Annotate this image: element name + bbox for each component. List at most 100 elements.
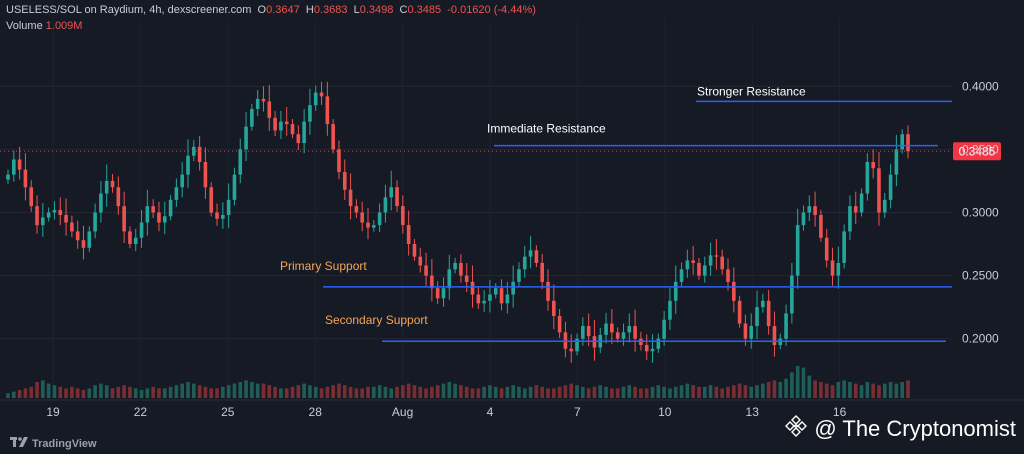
volume-bar	[250, 382, 254, 398]
volume-label: Volume	[6, 20, 43, 32]
candle-body	[296, 134, 301, 144]
volume-bar	[197, 385, 202, 398]
volume-bar	[377, 385, 382, 398]
volume-bar	[308, 385, 312, 398]
candle-body	[104, 180, 109, 194]
candle-body	[668, 300, 672, 320]
candle-body	[470, 281, 475, 295]
volume-bar	[859, 385, 864, 398]
tradingview-logo-icon	[10, 437, 28, 450]
candle-body	[673, 281, 678, 301]
candle-body	[615, 332, 620, 339]
candle-body	[383, 197, 388, 213]
candle-body	[180, 174, 184, 188]
volume-bar	[865, 382, 870, 398]
volume-bar	[325, 386, 330, 398]
candle-body	[192, 146, 196, 156]
volume-bar	[470, 388, 475, 398]
volume-bar	[528, 386, 533, 398]
x-tick-label: 22	[134, 405, 148, 419]
volume-bar	[464, 386, 469, 398]
volume-bar	[221, 386, 225, 398]
candle-body	[644, 344, 649, 352]
candle-body	[610, 323, 614, 333]
candle-body	[250, 108, 254, 127]
candle-body	[203, 161, 208, 188]
candle-body	[70, 222, 74, 232]
volume-bar	[279, 388, 283, 398]
volume-bar	[737, 383, 742, 398]
candle-body	[743, 323, 748, 339]
volume-bar	[522, 388, 527, 398]
volume-bar	[354, 388, 359, 398]
candle-body	[604, 323, 608, 335]
volume-bar	[151, 386, 155, 398]
volume-bar	[267, 385, 272, 398]
candle-body	[35, 206, 39, 226]
volume-bar	[366, 386, 370, 398]
volume-bar	[360, 388, 364, 398]
candle-body	[99, 193, 103, 213]
x-tick-label: 19	[46, 405, 60, 419]
candle-body	[528, 250, 533, 257]
candle-body	[389, 187, 394, 198]
volume-bar	[836, 382, 841, 398]
volume-bar	[795, 366, 800, 398]
candle-body	[319, 92, 324, 97]
volume-bar	[552, 388, 556, 398]
candle-body	[522, 256, 527, 270]
volume-bar	[720, 388, 724, 398]
volume-bar	[255, 383, 260, 398]
volume-bar	[17, 390, 22, 398]
candle-body	[29, 187, 34, 207]
candle-body	[441, 288, 446, 299]
candle-body	[621, 332, 626, 339]
volume-bar	[70, 386, 74, 398]
volume-bar	[23, 388, 28, 398]
candle-body	[337, 149, 341, 173]
volume-bar	[824, 383, 829, 398]
volume-bar	[714, 386, 719, 398]
candle-body	[824, 237, 829, 261]
candle-body	[226, 199, 231, 215]
volume-bar	[790, 372, 794, 398]
volume-bar	[186, 382, 190, 398]
volume-bar	[563, 385, 568, 398]
candle-body	[772, 326, 777, 345]
candles	[6, 81, 910, 363]
candle-body	[726, 269, 730, 282]
volume-bar	[180, 383, 184, 398]
volume-bar	[679, 385, 684, 398]
volume-bar	[505, 386, 510, 398]
volume-bar	[772, 380, 777, 398]
candle-body	[116, 187, 121, 207]
level-label: Secondary Support	[325, 313, 428, 327]
volume-bar	[348, 386, 353, 398]
volume-bar	[41, 380, 45, 398]
volume-bar	[488, 385, 492, 398]
volume-bar	[848, 382, 852, 398]
volume-bar	[87, 388, 92, 398]
candle-body	[46, 212, 51, 218]
volume-bar	[830, 385, 835, 398]
candle-body	[58, 209, 63, 215]
volume-bar	[273, 386, 277, 398]
candle-body	[697, 262, 701, 276]
candle-body	[342, 172, 347, 190]
volume-bar	[372, 386, 376, 398]
volume-bar	[906, 380, 910, 398]
volume-bar	[557, 386, 562, 398]
candle-body	[52, 209, 57, 213]
candle-body	[749, 326, 754, 339]
candle-body	[447, 269, 452, 289]
high-label: H	[305, 4, 314, 16]
volume-bar	[81, 390, 86, 398]
candle-body	[784, 313, 788, 339]
candle-body	[853, 206, 858, 213]
volume-bar	[157, 388, 161, 398]
candle-body	[807, 206, 812, 213]
candle-body	[511, 281, 515, 295]
candle-body	[6, 174, 10, 180]
candle-body	[766, 300, 771, 327]
volume-bar	[459, 385, 463, 398]
